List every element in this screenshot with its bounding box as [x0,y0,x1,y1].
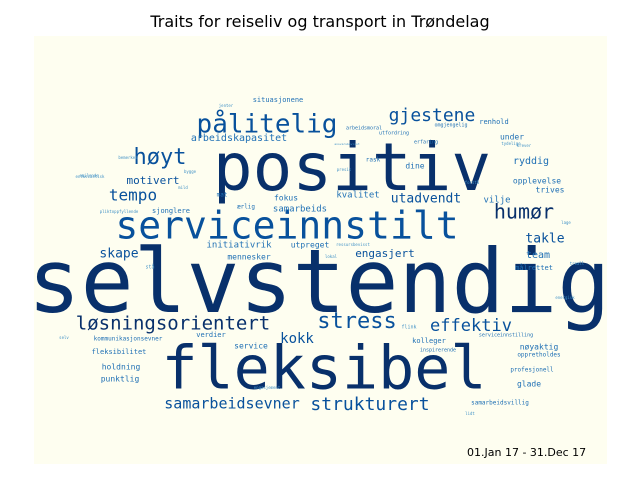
word-cloud-word: lokal [325,254,338,259]
word-cloud-word: opplevelse [513,177,561,186]
word-cloud-word: utadvendt [391,192,461,207]
word-cloud-word: arbeidskapasitet [191,133,287,144]
word-cloud-word: initiativrik [206,241,272,251]
word-cloud-word: punktlig [101,375,140,384]
word-cloud-word: erfaring [414,140,438,146]
word-cloud-word: entusiastisk [76,174,105,179]
word-cloud-word: positiv [213,129,491,206]
word-cloud-word: omgjengelig [434,123,467,129]
word-cloud-word: effektiv [430,316,512,336]
word-cloud-word: treall [570,261,585,266]
word-cloud-word: vilje [483,196,510,206]
word-cloud-word: kokk [280,331,314,347]
word-cloud-word: energisk [555,295,575,300]
word-cloud-word: samarbeidsvillig [471,400,529,407]
word-cloud-word: selv [59,335,69,340]
word-cloud-word: strukturert [310,394,429,415]
word-cloud-word: takle [525,232,564,247]
word-cloud-word: situasjonene [253,96,304,104]
word-cloud-word: service [234,342,268,351]
word-cloud-word: samarbeidsevner [164,395,299,413]
word-cloud-word: samarbeids [273,205,327,215]
word-cloud-word: arbeidsmoral [346,126,382,132]
word-cloud-word: trives [536,186,565,195]
word-cloud-word: verdier [196,331,226,339]
word-cloud-word: kommunikasjonsevner [94,336,163,343]
chart-title: Traits for reiseliv og transport in Trøn… [150,12,490,31]
word-cloud-word: kolleger [412,337,446,345]
word-cloud-word: stress [317,309,396,334]
word-cloud-word: serviceinnstilling [479,333,533,339]
word-cloud-svg: selvstendigpositivfleksibelserviceinnsti… [34,96,607,416]
word-cloud-word: serviceinnstilt [115,204,458,248]
word-cloud-word: utpreget [291,241,330,250]
word-cloud-word: motivert [127,174,180,187]
word-cloud-word: rask [366,157,381,164]
word-cloud-word: ærlig [237,204,255,211]
word-cloud-word: bemerkes [118,155,138,160]
word-cloud-word: pålitelig [197,109,338,140]
word-cloud-word: tempo [109,186,157,205]
word-cloud-word: glade [517,380,541,389]
date-range-label: 01.Jan 17 - 31.Dec 17 [467,446,587,459]
word-cloud-word: fokus [274,194,298,203]
word-cloud-word: fleksibilitet [92,348,147,356]
word-cloud-word: smilende [79,173,99,178]
word-cloud-word: under [500,133,524,142]
word-cloud-word: profesjonell [510,367,554,374]
word-cloud-word: målrettet [515,263,553,272]
word-cloud-word: engasjement [254,385,281,390]
word-cloud-word: renhold [479,118,509,126]
word-cloud-word: løsningsorientert [76,313,270,335]
word-cloud-word: nøyaktig [520,343,559,352]
word-cloud-word: stå [145,264,154,271]
word-cloud-word: inspirerende [420,348,456,354]
word-cloud-word: fleksibel [161,334,486,404]
word-cloud-word: mennesker [227,253,271,262]
word-cloud-word: mat [217,192,228,199]
word-cloud-word: team [526,250,550,261]
word-cloud-word: gjestene [389,105,476,126]
word-cloud-word: lidt [465,411,475,416]
word-cloud-word: bygge [184,169,197,174]
word-cloud-word: jenter [219,103,234,108]
word-cloud-word: ryddig [513,156,549,167]
word-cloud-word: forstå [465,180,480,185]
word-cloud-word: presis [337,167,352,172]
word-cloud-word: engasjert [355,247,415,260]
word-cloud-word: selvstendig [34,230,607,333]
word-cloud-word: dine [405,162,424,171]
word-cloud-word: høyt [134,145,187,170]
word-cloud-word: tydelige [501,141,521,146]
word-cloud-word: holdning [102,363,141,372]
word-cloud-word: skape [99,247,138,262]
word-cloud-word: sjonglere [152,207,190,215]
word-cloud-word: humør [494,200,554,224]
word-cloud-word: ansvarsbevisst [334,142,359,146]
word-cloud-word: utfordring [379,131,409,137]
word-cloud-word: flink [401,325,416,331]
word-cloud-word: kvalitet [336,191,379,201]
word-cloud-word: mild [178,185,188,190]
word-cloud-word: oppretholdes [517,352,561,359]
word-cloud-word: krever [517,143,532,148]
word-cloud: selvstendig positiv fleksibel serviceinnsti… [34,36,607,464]
word-cloud-word: ressursbevisst [336,242,370,247]
word-cloud-word: pliktoppfyllende [100,209,139,214]
word-cloud-word: lage [561,220,571,225]
